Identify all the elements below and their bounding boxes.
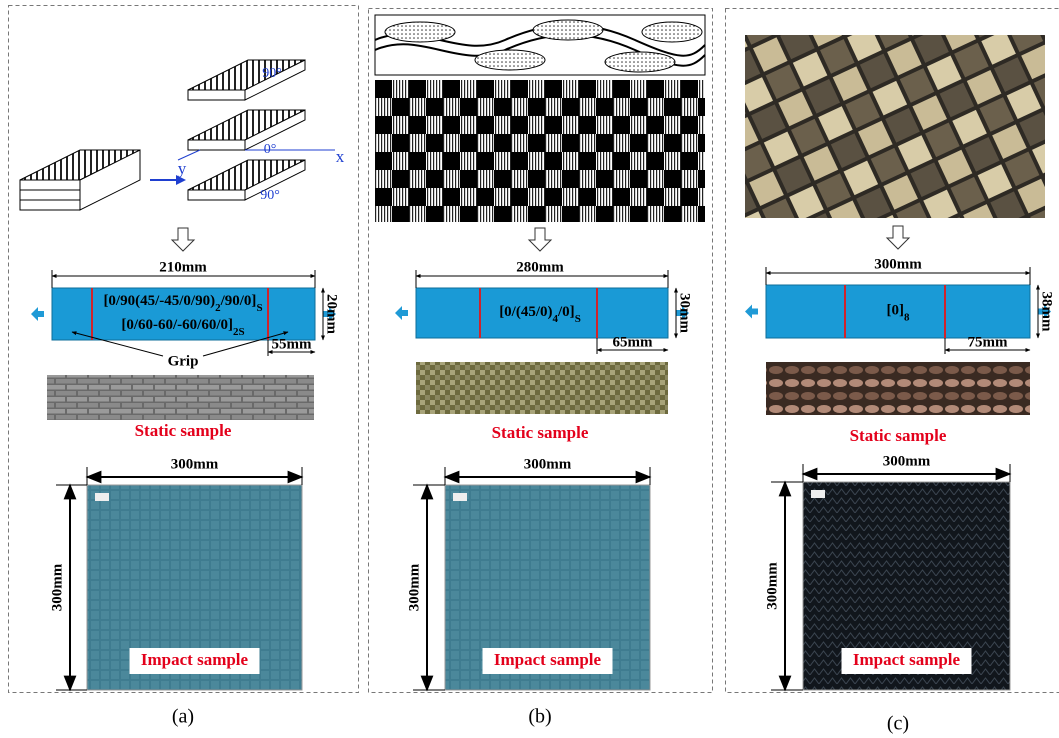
width-label: 20mm: [324, 294, 340, 334]
impact-height-label: 300mm: [764, 562, 780, 610]
impact-height-label: 300mm: [49, 563, 65, 611]
load-arrow: [395, 306, 408, 320]
impact-label: Impact sample: [494, 650, 602, 669]
length-label: 300mm: [874, 256, 922, 272]
width-label: 38mm: [1039, 292, 1055, 332]
length-label: 280mm: [516, 259, 564, 275]
layup-part: [0/90(45/-45/0/90): [103, 293, 215, 309]
impact-width-label: 300mm: [524, 456, 572, 472]
figure: 90° x 0° y 90° 210mm 20mm 55mm [0/90(45/-45/0/90…: [0, 0, 1059, 738]
panel-caption: (b): [528, 706, 551, 728]
impact-width-label: 300mm: [171, 456, 219, 472]
load-arrow: [31, 307, 44, 321]
sticker: [811, 490, 825, 498]
sticker: [95, 493, 109, 501]
ply-label: x: [336, 147, 345, 166]
grip-length-label: 75mm: [968, 334, 1008, 350]
static-photo: [766, 362, 1030, 415]
ply-label: y: [178, 159, 187, 178]
impact-label: Impact sample: [853, 650, 961, 669]
down-arrow: [172, 228, 194, 251]
fabric-photo: [745, 35, 1045, 218]
impact-label: Impact sample: [141, 650, 249, 669]
layup-part: S: [256, 302, 262, 314]
layup-part: [0/(45/0): [499, 304, 552, 320]
panel-caption: (a): [172, 706, 194, 728]
ply-label: 90°: [260, 188, 280, 203]
grip-length-label: 65mm: [613, 334, 653, 350]
weave-illustration: [375, 15, 705, 222]
ply-label: 90°: [262, 66, 282, 81]
layup-part: 2S: [233, 326, 245, 338]
layup-part: [0]: [887, 303, 905, 319]
grip-length-label: 55mm: [272, 336, 312, 352]
layup-part: S: [575, 313, 581, 325]
layup-part: /0]: [557, 304, 575, 320]
layup-part: [0/60-60/-60/60/0]: [121, 317, 233, 333]
panel-caption: (c): [887, 713, 909, 735]
grip-note: Grip: [168, 353, 199, 369]
impact-width-label: 300mm: [883, 453, 931, 469]
layup-part: 8: [904, 311, 910, 323]
width-label: 30mm: [677, 293, 693, 333]
ply-label: 0°: [264, 142, 277, 157]
load-arrow: [745, 305, 758, 319]
impact-height-label: 300mm: [406, 563, 422, 611]
down-arrow: [887, 226, 909, 249]
length-label: 210mm: [159, 259, 207, 275]
static-photo: [416, 362, 668, 414]
laminate-schematic: [20, 60, 335, 210]
sticker: [453, 493, 467, 501]
static-label: Static sample: [135, 421, 232, 440]
static-label: Static sample: [850, 426, 947, 445]
down-arrow: [529, 228, 551, 251]
layup-part: /90/0]: [220, 293, 257, 309]
static-photo: [47, 375, 314, 420]
static-label: Static sample: [492, 423, 589, 442]
